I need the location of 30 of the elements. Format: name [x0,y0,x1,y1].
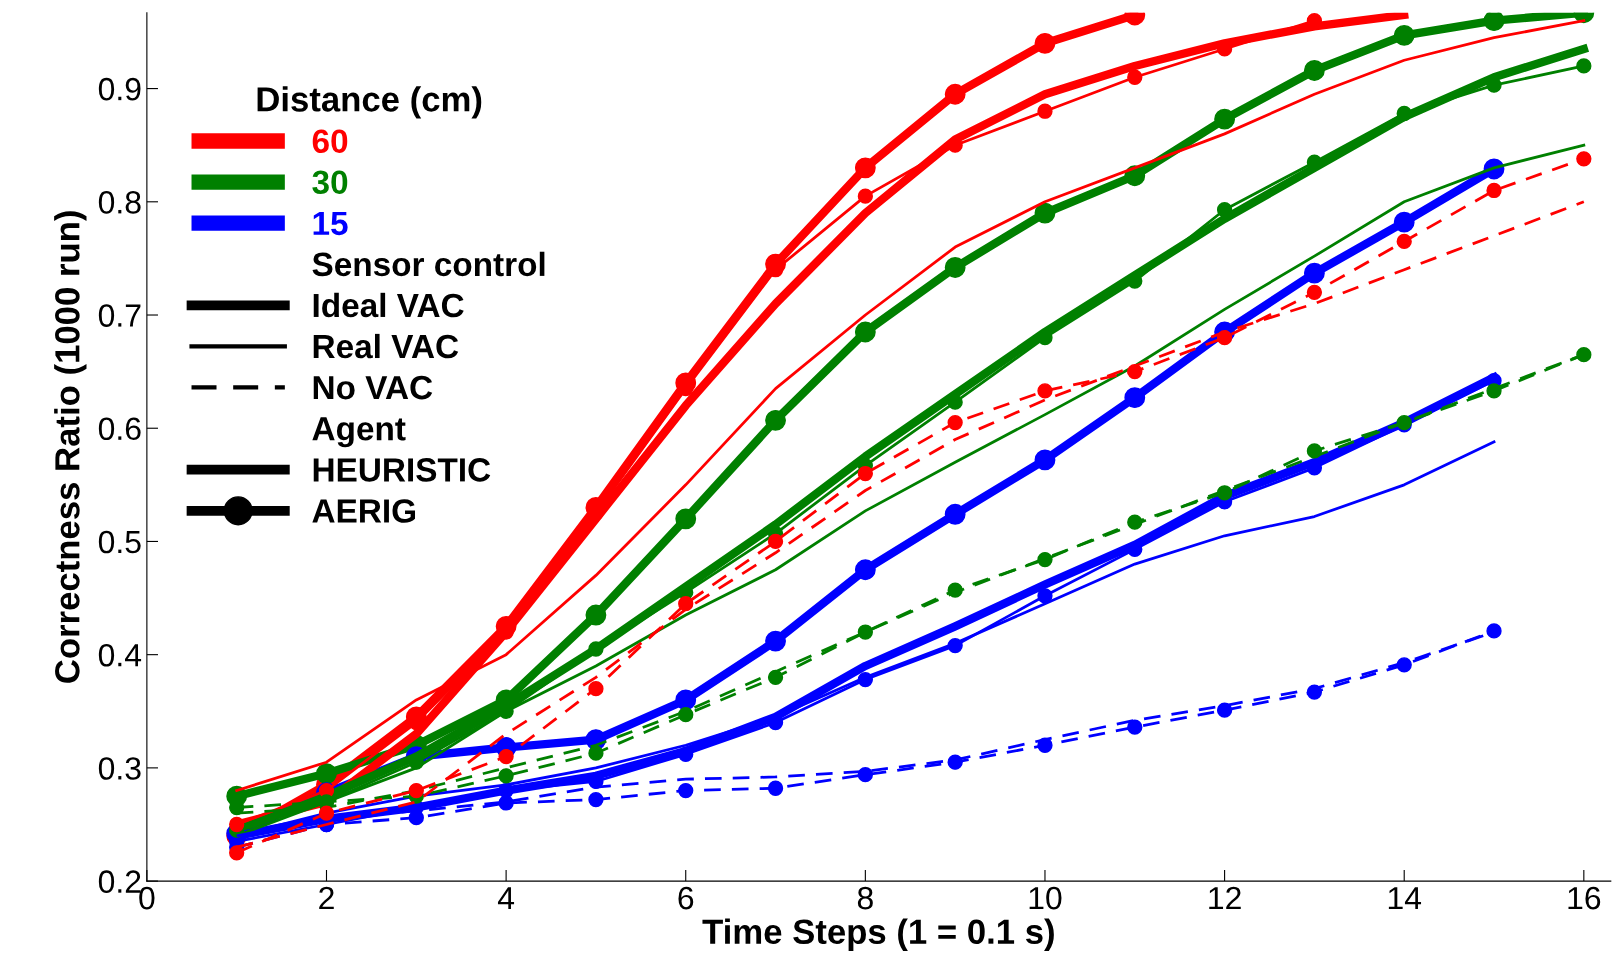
x-tick-label: 14 [1388,887,1422,910]
annotation: HEURISTIC [313,458,491,482]
x-tick-label: 16 [1568,886,1601,910]
x-tick-label: 12 [1209,886,1241,910]
annotation: 15 [313,211,348,236]
x-tick-label: 10 [1029,886,1062,910]
annotation: Real VAC [313,333,459,359]
y-tick-label: 0.4 [98,643,142,667]
x-tick-label: 0 [139,886,155,910]
annotation: No VAC [313,375,433,400]
y-axis-title: Correctness Ratio (1000 run) [54,211,87,683]
x-tick-label: 6 [678,886,694,910]
annotation: 60 [312,129,348,153]
annotation: 30 [312,170,348,195]
annotation: AERIG [312,499,416,523]
annotation: Sensor control [312,251,545,277]
y-tick-label: 0.8 [98,191,141,214]
x-tick-label: 4 [497,887,515,910]
annotation: Ideal VAC [313,292,464,318]
y-tick-label: 0.7 [98,304,141,327]
y-tick-label: 0.2 [98,870,141,893]
y-tick-label: 0.3 [98,757,141,780]
y-tick-label: 0.9 [98,77,141,101]
x-tick-label: 2 [319,886,334,910]
y-tick-label: 0.5 [98,530,141,554]
x-axis-title: Time Steps (1 = 0.1 s) [702,918,1054,951]
legend-title: Distance (cm) [257,86,482,119]
y-tick-label: 0.6 [98,417,141,441]
x-tick-label: 8 [857,886,873,910]
annotation: Agent [312,417,406,448]
